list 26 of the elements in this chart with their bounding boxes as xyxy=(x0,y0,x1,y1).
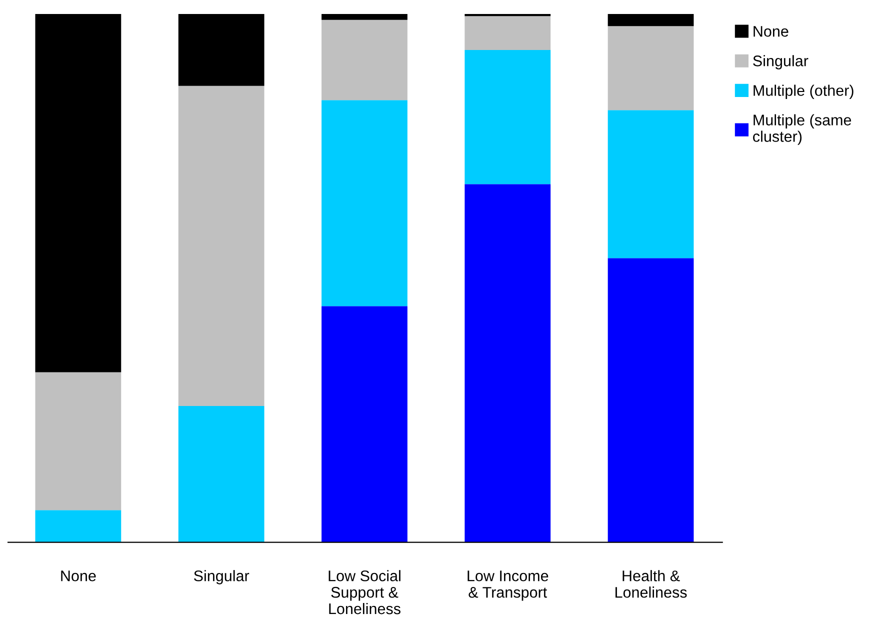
x-tick-label: Singular xyxy=(194,570,250,584)
bar xyxy=(35,14,122,372)
legend-label: Multiple (other) xyxy=(754,84,854,99)
legend-label: None xyxy=(754,26,788,37)
bar xyxy=(608,26,694,110)
bar xyxy=(464,184,551,542)
bar xyxy=(322,100,408,306)
legend-label: Singular xyxy=(753,55,808,70)
x-tick-label: None xyxy=(61,570,96,582)
bar xyxy=(322,14,408,20)
legend-label: Multiple (same cluster) xyxy=(753,114,852,145)
x-tick-label: Low Social Support & Loneliness xyxy=(328,570,400,614)
x-tick-label: Health & Loneliness xyxy=(616,570,687,598)
x-tick-label: Low Income & Transport xyxy=(468,570,548,601)
bar xyxy=(322,306,408,542)
bar xyxy=(35,372,122,510)
bar xyxy=(464,16,551,50)
bar xyxy=(178,14,264,86)
bar xyxy=(608,110,694,258)
bar xyxy=(608,14,694,26)
bar xyxy=(178,86,264,406)
bar xyxy=(608,258,694,542)
bar xyxy=(178,406,264,542)
bar xyxy=(322,20,408,100)
bar xyxy=(464,50,551,184)
bar xyxy=(35,510,122,542)
